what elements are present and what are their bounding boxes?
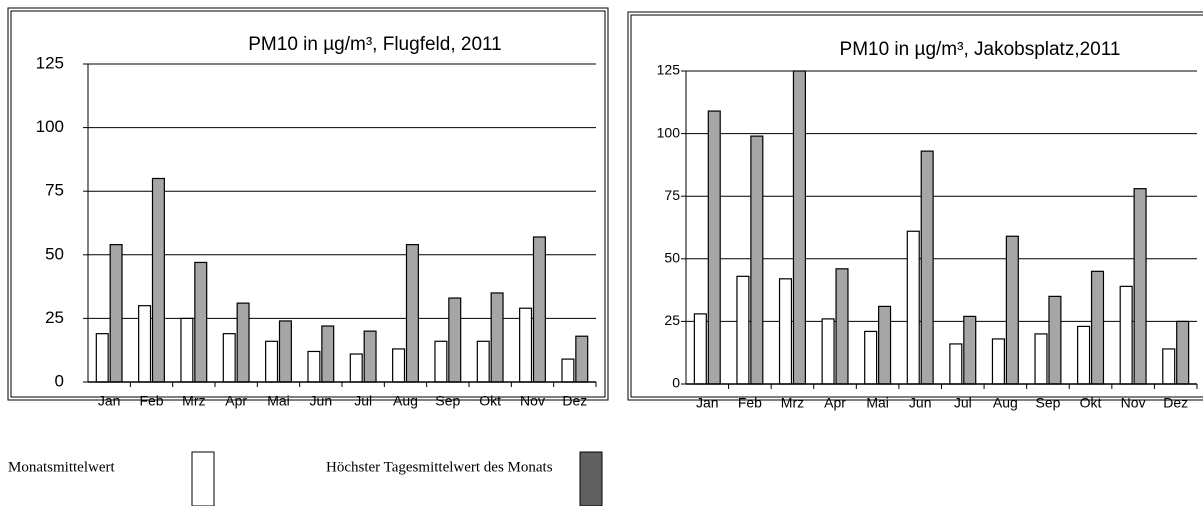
y-tick-label: 25 — [664, 312, 680, 328]
bar — [906, 230, 920, 385]
bar — [307, 350, 321, 383]
x-tick-label: Aug — [993, 395, 1018, 411]
x-tick-label: Mrz — [182, 393, 205, 409]
x-tick-label: Apr — [225, 393, 247, 409]
bar — [778, 278, 793, 385]
x-tick-label: Feb — [139, 393, 163, 409]
bar — [476, 340, 490, 383]
bar — [236, 302, 250, 383]
bar — [821, 318, 835, 385]
bar — [1034, 333, 1048, 385]
x-tick-label: Apr — [824, 395, 846, 411]
x-tick-label: Mai — [866, 395, 889, 411]
x-tick-label: Jul — [354, 393, 372, 409]
x-tick-label: Okt — [1080, 395, 1102, 411]
x-tick-label: Nov — [520, 393, 545, 409]
y-tick-label: 75 — [664, 187, 680, 203]
y-tick-label: 125 — [657, 62, 681, 78]
bar — [194, 261, 208, 383]
bar — [864, 330, 878, 385]
chart-title: PM10 in µg/m³, Jakobsplatz,2011 — [840, 39, 1121, 60]
x-tick-label: Jul — [954, 395, 972, 411]
y-tick-label: 125 — [36, 53, 64, 72]
bar — [222, 333, 236, 383]
bar — [1005, 235, 1019, 385]
y-tick-label: 0 — [672, 375, 680, 391]
bar — [321, 325, 335, 383]
bar — [1119, 285, 1133, 385]
bar — [1090, 270, 1105, 385]
chart-frame — [627, 11, 1203, 401]
x-tick-label: Dez — [562, 393, 587, 409]
bar — [949, 343, 963, 385]
bar — [991, 338, 1005, 385]
x-tick-label: Nov — [1121, 395, 1146, 411]
y-tick-label: 100 — [36, 117, 64, 136]
y-tick-label: 100 — [657, 124, 681, 140]
x-tick-label: Jan — [98, 393, 121, 409]
bar — [963, 315, 977, 385]
bar — [693, 313, 707, 385]
y-tick-label: 75 — [45, 181, 64, 200]
bar — [392, 348, 406, 383]
bar — [920, 150, 934, 385]
chart-title: PM10 in µg/m³, Flugfeld, 2011 — [248, 34, 502, 55]
x-tick-label: Dez — [1163, 395, 1188, 411]
legend-swatch — [579, 451, 603, 506]
bar — [519, 307, 533, 383]
bar — [434, 340, 448, 383]
bar — [278, 320, 292, 383]
bar — [561, 358, 575, 383]
bar — [151, 177, 165, 383]
bar — [532, 236, 546, 383]
x-tick-label: Okt — [479, 393, 501, 409]
bar — [1048, 295, 1062, 385]
legend-swatch — [191, 451, 215, 506]
y-tick-label: 0 — [55, 371, 64, 390]
bar — [736, 275, 750, 385]
bar — [575, 335, 589, 383]
y-tick-label: 50 — [45, 244, 64, 263]
bar — [490, 292, 504, 383]
bar — [109, 244, 123, 383]
bar — [138, 305, 152, 383]
bar — [750, 135, 764, 385]
x-tick-label: Sep — [1035, 395, 1060, 411]
bar — [349, 353, 363, 383]
x-tick-label: Mai — [267, 393, 290, 409]
bar — [878, 305, 892, 385]
legend-label: Monatsmittelwert — [8, 459, 115, 475]
chart-frame — [7, 7, 609, 401]
bar — [448, 297, 462, 383]
bar — [95, 333, 109, 383]
legend-label: Höchster Tagesmittelwert des Monats — [326, 459, 553, 475]
x-tick-label: Aug — [393, 393, 418, 409]
bar — [265, 340, 279, 383]
bar — [1176, 320, 1190, 385]
y-tick-label: 50 — [664, 250, 680, 266]
x-tick-label: Mrz — [781, 395, 804, 411]
chart-frame — [630, 14, 1203, 398]
x-tick-label: Feb — [738, 395, 762, 411]
bar — [363, 330, 377, 383]
y-tick-label: 25 — [45, 308, 64, 327]
x-tick-label: Jan — [696, 395, 719, 411]
bar — [1133, 188, 1147, 385]
x-tick-label: Jun — [310, 393, 333, 409]
bar — [707, 110, 721, 385]
bar — [180, 317, 194, 383]
bar — [1162, 348, 1176, 385]
bar — [792, 70, 806, 385]
bar — [1077, 325, 1091, 385]
x-tick-label: Jun — [909, 395, 932, 411]
bar — [835, 268, 849, 385]
x-tick-label: Sep — [435, 393, 460, 409]
bar — [405, 244, 419, 383]
chart-frame — [10, 10, 606, 398]
